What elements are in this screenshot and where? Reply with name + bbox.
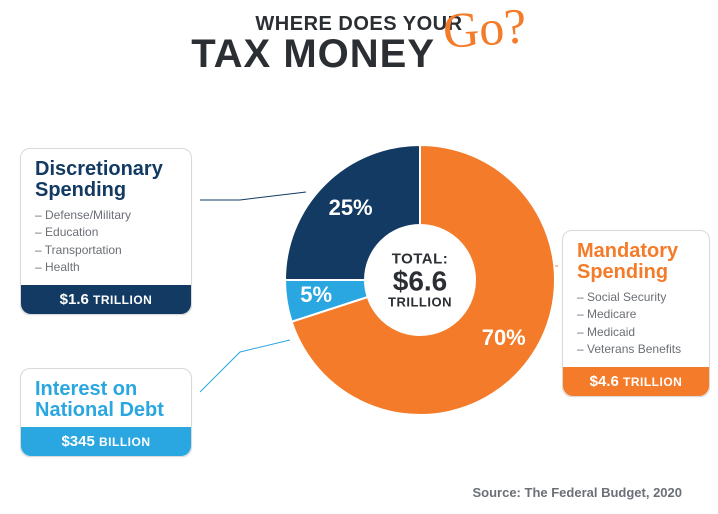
- callout-discretionary: Discretionary Spending Defense/MilitaryE…: [20, 148, 192, 315]
- callout-mandatory-amount: $4.6 TRILLION: [563, 367, 709, 396]
- source-text: Source: The Federal Budget, 2020: [472, 485, 682, 500]
- callout-list-item: Transportation: [35, 242, 177, 259]
- callout-mandatory: Mandatory Spending Social SecurityMedica…: [562, 230, 710, 397]
- chart-center-label: TOTAL: $6.6 TRILLION: [388, 252, 452, 309]
- leader-interest: [200, 340, 290, 392]
- donut-chart: TOTAL: $6.6 TRILLION 70% 5% 25%: [280, 140, 560, 420]
- amount-value: $1.6: [60, 291, 89, 308]
- callout-list-item: Defense/Military: [35, 207, 177, 224]
- callout-list-item: Veterans Benefits: [577, 341, 695, 358]
- title-block: WHERE DOES YOUR TAX MONEY Go?: [0, 0, 718, 74]
- amount-unit: TRILLION: [623, 375, 682, 389]
- pct-label-mandatory: 70%: [482, 325, 526, 351]
- pct-label-discretionary: 25%: [329, 195, 373, 221]
- title-line2: TAX MONEY: [191, 32, 435, 76]
- callout-interest: Interest on National Debt $345 BILLION: [20, 368, 192, 457]
- callout-list-item: Social Security: [577, 289, 695, 306]
- amount-value: $345: [61, 433, 94, 450]
- callout-discretionary-list: Defense/MilitaryEducationTransportationH…: [35, 207, 177, 277]
- callout-interest-amount: $345 BILLION: [21, 427, 191, 456]
- center-amount: $6.6: [388, 268, 452, 296]
- amount-unit: BILLION: [99, 435, 151, 449]
- callout-list-item: Medicare: [577, 306, 695, 323]
- callout-mandatory-title: Mandatory Spending: [577, 241, 695, 283]
- callout-discretionary-amount: $1.6 TRILLION: [21, 285, 191, 314]
- callout-interest-title: Interest on National Debt: [35, 379, 177, 421]
- center-total-label: TOTAL:: [388, 252, 452, 267]
- center-unit: TRILLION: [388, 296, 452, 309]
- callout-list-item: Education: [35, 224, 177, 241]
- callout-mandatory-list: Social SecurityMedicareMedicaidVeterans …: [577, 289, 695, 359]
- amount-unit: TRILLION: [93, 293, 152, 307]
- callout-list-item: Medicaid: [577, 324, 695, 341]
- title-line1: WHERE DOES YOUR: [0, 14, 718, 34]
- callout-list-item: Health: [35, 259, 177, 276]
- amount-value: $4.6: [590, 373, 619, 390]
- pct-label-interest: 5%: [300, 282, 332, 308]
- callout-discretionary-title: Discretionary Spending: [35, 159, 177, 201]
- title-script: Go?: [443, 10, 528, 46]
